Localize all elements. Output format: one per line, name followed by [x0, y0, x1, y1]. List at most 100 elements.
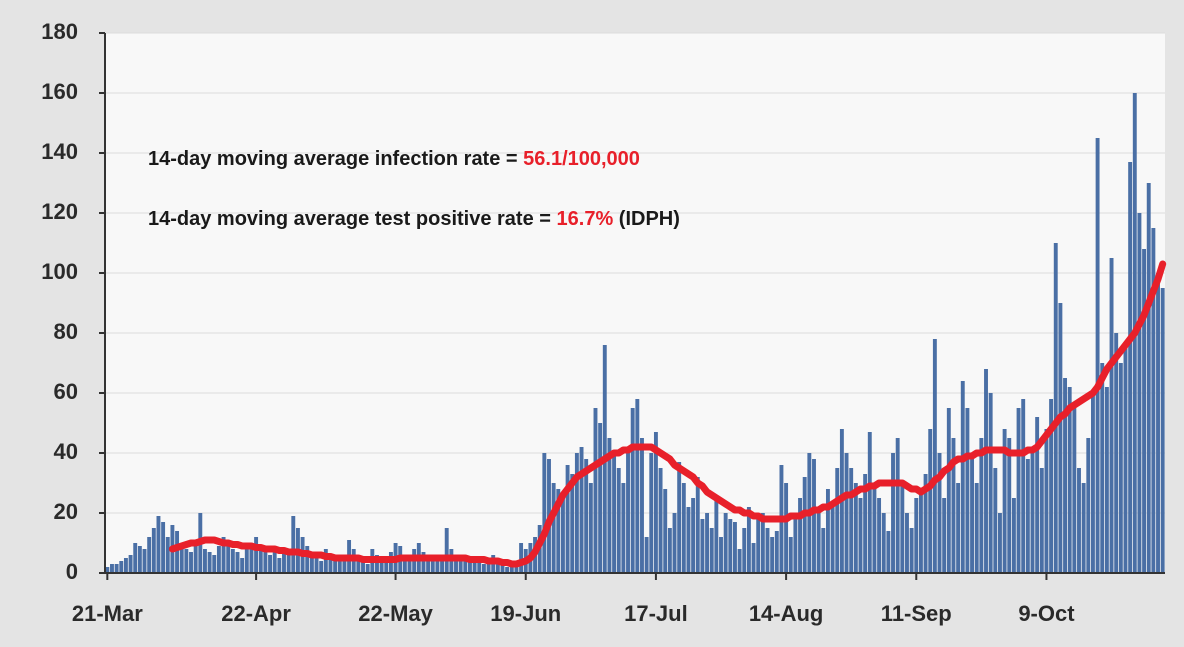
bar — [574, 453, 579, 573]
y-tick-label: 160 — [41, 79, 78, 104]
x-tick-label: 9-Oct — [1018, 601, 1075, 626]
bar — [565, 465, 570, 573]
bar — [1100, 363, 1105, 573]
bar — [305, 546, 310, 573]
bar — [165, 537, 170, 573]
bar — [788, 537, 793, 573]
bar — [1007, 438, 1012, 573]
bar — [588, 483, 593, 573]
bar — [951, 438, 956, 573]
y-tick-label: 140 — [41, 139, 78, 164]
bar — [1114, 333, 1119, 573]
bar — [379, 561, 384, 573]
bar — [895, 438, 900, 573]
bar — [649, 453, 654, 573]
bar — [542, 453, 547, 573]
bar — [468, 558, 472, 573]
y-tick-label: 20 — [54, 499, 78, 524]
bar — [579, 447, 584, 573]
bar — [384, 558, 389, 573]
bar — [612, 453, 617, 573]
bar — [1104, 387, 1109, 573]
bar — [1002, 429, 1007, 573]
bar — [872, 483, 877, 573]
bar — [700, 519, 705, 573]
bar — [918, 489, 923, 573]
bar — [867, 432, 872, 573]
x-tick-label: 14-Aug — [749, 601, 824, 626]
bar — [249, 543, 254, 573]
bar — [514, 564, 519, 573]
bar — [900, 483, 905, 573]
bar — [616, 468, 621, 573]
bar — [421, 552, 426, 573]
bar — [123, 558, 128, 573]
bar — [486, 561, 491, 573]
bar — [812, 459, 816, 573]
bar — [361, 561, 365, 573]
x-tick-label: 21-Mar — [72, 601, 143, 626]
bar — [993, 468, 998, 573]
bar — [584, 459, 589, 573]
bar — [342, 555, 347, 573]
bar — [114, 564, 119, 573]
bar — [937, 453, 942, 573]
bar — [756, 519, 761, 573]
bar — [663, 489, 668, 573]
bar — [974, 483, 979, 573]
bar — [1081, 483, 1086, 573]
bar — [1021, 399, 1026, 573]
y-tick-label: 120 — [41, 199, 78, 224]
bar — [742, 528, 747, 573]
annotation-part: 14-day moving average test positive rate… — [148, 208, 557, 230]
annotation: 14-day moving average infection rate = 5… — [148, 148, 640, 170]
y-tick-label: 60 — [54, 379, 78, 404]
bar — [784, 483, 789, 573]
bar — [189, 552, 193, 573]
bar — [728, 519, 733, 573]
bar — [723, 513, 728, 573]
bar — [1030, 447, 1035, 573]
bar — [212, 555, 217, 573]
bar — [1077, 468, 1081, 573]
bar — [519, 543, 524, 573]
bar — [282, 552, 286, 573]
bar — [746, 507, 751, 573]
bar — [142, 549, 147, 573]
plot-area — [105, 33, 1165, 573]
bar — [193, 546, 198, 573]
bar — [681, 483, 686, 573]
bar — [435, 561, 440, 573]
bar — [500, 564, 505, 573]
annotation-part: (IDPH) — [613, 208, 680, 230]
x-tick-label: 11-Sep — [881, 601, 952, 626]
annotation-part: 56.1/100,000 — [523, 148, 640, 170]
bar — [593, 408, 598, 573]
bar — [375, 555, 379, 573]
bar — [719, 537, 723, 573]
y-tick-label: 0 — [66, 559, 78, 584]
bar — [319, 561, 324, 573]
bar — [226, 543, 231, 573]
bar — [1142, 249, 1147, 573]
bar — [816, 513, 821, 573]
bar — [216, 546, 221, 573]
bar — [495, 558, 500, 573]
bar — [119, 561, 124, 573]
y-tick-label: 180 — [41, 19, 78, 44]
annotation-part: 14-day moving average infection rate = — [148, 148, 523, 170]
bar — [1109, 258, 1114, 573]
bar — [607, 438, 612, 573]
x-tick-label: 17-Jul — [624, 601, 688, 626]
bar — [402, 555, 407, 573]
bar — [825, 489, 830, 573]
bar — [644, 537, 649, 573]
bar — [328, 555, 333, 573]
bar — [598, 423, 603, 573]
bar — [691, 498, 696, 573]
bar — [737, 549, 742, 573]
bar — [905, 513, 909, 573]
bar — [1151, 228, 1156, 573]
bar — [988, 393, 993, 573]
